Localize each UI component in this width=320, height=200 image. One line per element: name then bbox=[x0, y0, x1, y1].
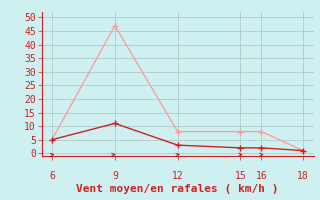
X-axis label: Vent moyen/en rafales ( km/h ): Vent moyen/en rafales ( km/h ) bbox=[76, 184, 279, 194]
